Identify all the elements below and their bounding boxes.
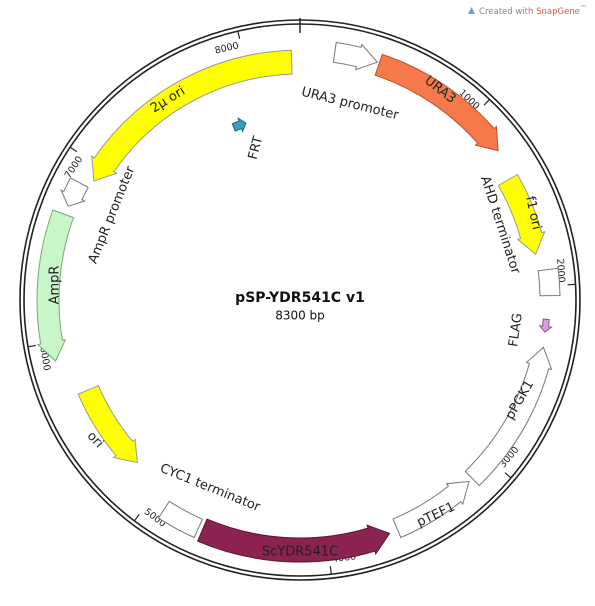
feature-label: AmpR — [48, 266, 63, 305]
feature-arrow — [538, 318, 553, 333]
feature-arrow — [374, 53, 499, 152]
feature-arrow — [231, 117, 247, 133]
tick-mark — [133, 514, 140, 522]
feature-arrow — [332, 41, 379, 71]
feature-box — [157, 500, 204, 539]
tick-mark — [69, 146, 78, 153]
feature-arrow — [60, 177, 89, 207]
feature-arrow — [392, 480, 470, 539]
feature-arrow — [91, 49, 293, 182]
feature-arrow — [464, 346, 553, 487]
plasmid-length: 8300 bp — [275, 309, 325, 323]
tick-mark — [483, 98, 490, 106]
tick-mark — [504, 472, 512, 479]
tick-mark — [27, 344, 36, 348]
tick-mark — [329, 566, 332, 575]
plasmid-name: pSP-YDR541C v1 — [235, 290, 365, 306]
header: Created with SnapGene™ — [467, 3, 587, 17]
feature-label: f1 ori — [522, 195, 544, 231]
header-brand: SnapGene — [536, 6, 580, 17]
feature-label: FRT — [246, 135, 267, 162]
feature-label: URA3 promoter — [300, 85, 401, 124]
tick-label: 7000 — [63, 154, 86, 180]
header-prefix: Created with — [479, 6, 534, 17]
feature-label: FLAG — [506, 312, 526, 348]
feature-box — [537, 267, 561, 297]
feature-label: ScYDR541C — [262, 545, 338, 560]
tick-mark — [237, 30, 241, 40]
header-suffix: ™ — [579, 3, 587, 12]
feature-arrow — [77, 384, 138, 464]
feature-arrow — [36, 209, 75, 362]
feature-arrow — [196, 518, 391, 563]
logo — [468, 6, 476, 14]
tick-label: 8000 — [214, 40, 240, 56]
feature-arrow — [497, 173, 546, 256]
